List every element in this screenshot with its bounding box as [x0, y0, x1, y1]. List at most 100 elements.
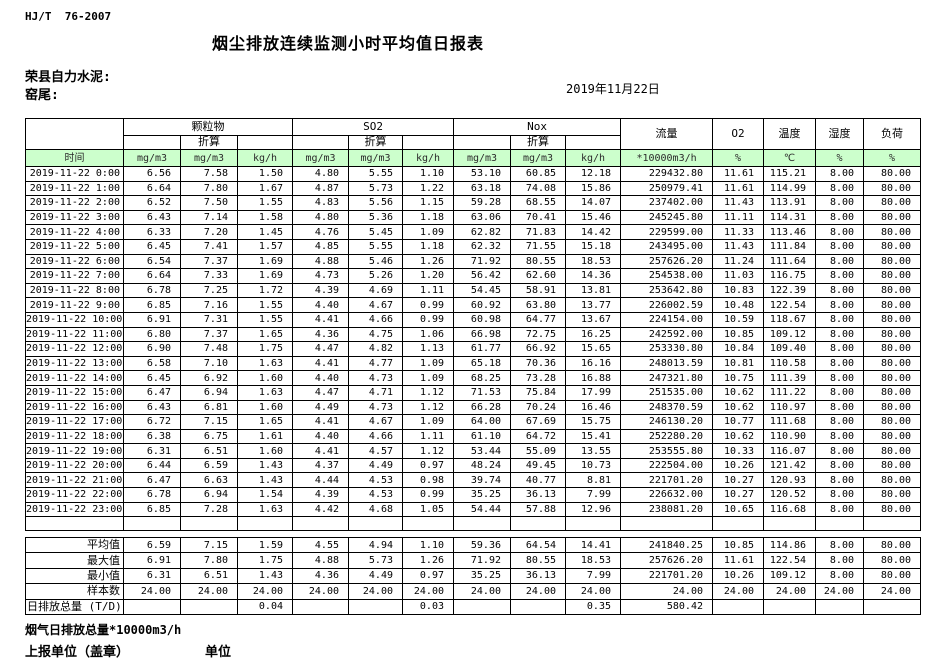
value-cell: 1.69	[236, 268, 294, 284]
value-cell: 1.69	[236, 253, 294, 270]
reporting-unit-label: 上报单位（盖章）	[25, 645, 130, 660]
value-cell: 6.91	[123, 311, 181, 328]
value-cell: 116.68	[763, 501, 817, 518]
value-cell: 61.10	[453, 428, 512, 445]
value-cell: 8.00	[815, 370, 865, 386]
value-cell: 4.80	[292, 209, 350, 226]
value-cell: 70.24	[510, 399, 567, 416]
summary-value-cell: 4.88	[292, 552, 349, 569]
value-cell: 5.55	[348, 166, 404, 182]
value-cell: 80.00	[863, 414, 922, 430]
value-cell: 1.65	[236, 326, 294, 343]
value-cell: 1.11	[402, 428, 455, 445]
summary-value-cell: 109.12	[763, 567, 816, 585]
summary-value-cell: 24.00	[565, 583, 621, 600]
value-cell: 5.73	[348, 180, 404, 197]
unit-cell: %	[863, 149, 922, 167]
value-cell: 7.31	[180, 311, 238, 328]
value-cell: 39.74	[453, 472, 512, 489]
value-cell: 70.41	[510, 209, 567, 226]
empty-cell	[292, 516, 350, 532]
table-row: 2019-11-22 3:00 6.43 7.14 1.58 4.80 5.36 1.18 6…	[25, 209, 922, 226]
summary-value-cell	[815, 598, 864, 615]
time-cell: 2019-11-22 8:00	[25, 282, 124, 299]
value-cell: 226002.59	[620, 297, 714, 313]
table-row: 2019-11-22 8:00 6.78 7.25 1.72 4.39 4.69 1.11 5…	[25, 282, 922, 299]
value-cell: 80.00	[863, 180, 922, 197]
value-cell: 35.25	[453, 487, 512, 503]
value-cell: 68.25	[453, 370, 512, 386]
value-cell: 10.84	[712, 341, 765, 357]
value-cell: 71.53	[453, 384, 512, 401]
value-cell: 15.75	[565, 414, 622, 430]
summary-value-cell: 24.00	[712, 583, 764, 600]
value-cell: 80.00	[863, 238, 922, 255]
value-cell: 8.00	[815, 472, 865, 489]
header-cell	[453, 135, 512, 150]
value-cell: 1.09	[402, 414, 455, 430]
group-header-nox: Nox	[453, 118, 622, 136]
value-cell: 60.92	[453, 297, 512, 313]
time-cell: 2019-11-22 19:00	[25, 443, 124, 459]
value-cell: 4.42	[292, 501, 350, 518]
summary-value-cell	[712, 598, 764, 615]
table-row: 2019-11-22 10:00 6.91 7.31 1.55 4.41 4.66 0.99…	[25, 311, 922, 328]
summary-value-cell: 241840.25	[620, 536, 713, 554]
value-cell: 62.32	[453, 238, 512, 255]
value-cell: 6.85	[123, 297, 181, 313]
summary-value-cell: 8.00	[815, 552, 864, 569]
unit-cell: *10000m3/h	[620, 149, 714, 167]
value-cell: 6.85	[123, 501, 181, 518]
summary-value-cell: 122.54	[763, 552, 816, 569]
value-cell: 1.67	[236, 180, 294, 197]
header-row-converted: 折算 折算 折算	[26, 135, 921, 150]
value-cell: 229432.80	[620, 166, 714, 182]
value-cell: 57.88	[510, 501, 567, 518]
value-cell: 111.68	[763, 414, 817, 430]
header-o2: O2	[712, 118, 765, 150]
unit-cell: kg/h	[565, 149, 622, 167]
summary-row: 日排放总量 (T/D) 0.04 0.03 0.35 580.42	[25, 598, 921, 615]
value-cell: 10.65	[712, 501, 765, 518]
summary-value-cell: 7.80	[180, 552, 238, 569]
value-cell: 80.00	[863, 399, 922, 416]
value-cell: 114.31	[763, 209, 817, 226]
value-cell: 6.94	[180, 487, 238, 503]
value-cell: 1.60	[236, 399, 294, 416]
value-cell: 8.00	[815, 326, 865, 343]
value-cell: 60.98	[453, 311, 512, 328]
value-cell: 1.26	[402, 253, 455, 270]
data-table: 颗粒物 SO2 Nox 流量 O2 温度 湿度 负荷 折算 折算 折算	[25, 118, 922, 532]
value-cell: 63.06	[453, 209, 512, 226]
header-flow: 流量	[620, 118, 714, 150]
table-row: 2019-11-22 13:00 6.58 7.10 1.63 4.41 4.77 1.09…	[25, 355, 922, 372]
value-cell: 253330.80	[620, 341, 714, 357]
value-cell: 10.59	[712, 311, 765, 328]
time-cell: 2019-11-22 3:00	[25, 209, 124, 226]
summary-value-cell: 7.15	[180, 536, 238, 554]
value-cell: 1.55	[236, 297, 294, 313]
value-cell: 80.00	[863, 501, 922, 518]
summary-value-cell	[180, 598, 238, 615]
value-cell: 115.21	[763, 166, 817, 182]
value-cell: 8.00	[815, 209, 865, 226]
value-cell: 7.33	[180, 268, 238, 284]
value-cell: 1.63	[236, 501, 294, 518]
value-cell: 7.58	[180, 166, 238, 182]
table-row: 2019-11-22 21:00 6.47 6.63 1.43 4.44 4.53 0.98…	[25, 472, 922, 489]
table-row: 2019-11-22 15:00 6.47 6.94 1.63 4.47 4.71 1.12…	[25, 384, 922, 401]
value-cell: 247321.80	[620, 370, 714, 386]
value-cell: 1.55	[236, 195, 294, 211]
summary-row: 平均值 6.59 7.15 1.59 4.55 4.94 1.10 59.36 64.54 14.…	[25, 536, 921, 554]
group-header-so2: SO2	[292, 118, 455, 136]
summary-value-cell: 1.59	[237, 536, 293, 554]
value-cell: 238081.20	[620, 501, 714, 518]
summary-value-cell: 1.75	[237, 552, 293, 569]
value-cell: 229599.00	[620, 224, 714, 240]
unit-cell: mg/m3	[510, 149, 567, 167]
value-cell: 8.00	[815, 297, 865, 313]
value-cell: 10.27	[712, 487, 765, 503]
summary-value-cell: 6.59	[123, 536, 181, 554]
value-cell: 80.00	[863, 282, 922, 299]
summary-value-cell: 24.00	[123, 583, 181, 600]
